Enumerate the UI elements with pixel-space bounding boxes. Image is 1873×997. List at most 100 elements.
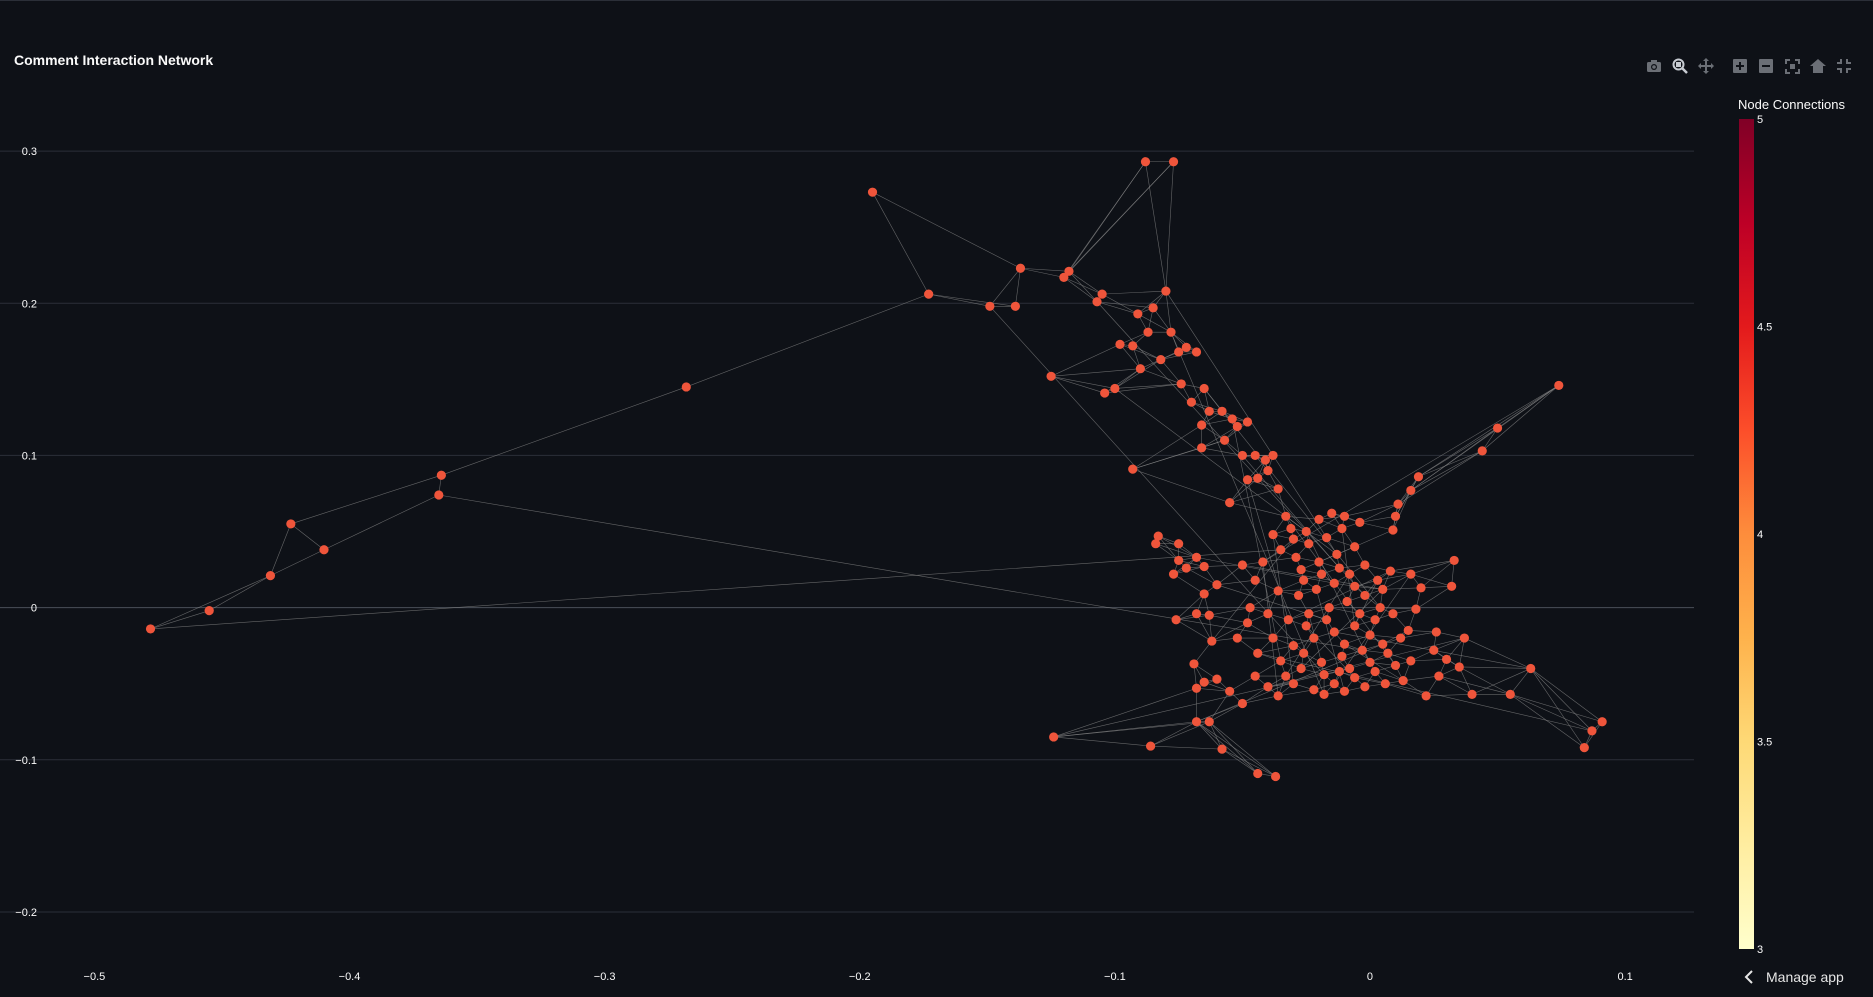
network-node[interactable] [1357, 645, 1367, 655]
network-node[interactable] [1421, 691, 1431, 701]
network-node[interactable] [1314, 557, 1324, 567]
autoscale-icon[interactable] [1782, 56, 1802, 76]
network-node[interactable] [1329, 627, 1339, 637]
network-node[interactable] [1597, 717, 1607, 727]
network-node[interactable] [204, 606, 214, 616]
network-node[interactable] [1207, 636, 1217, 646]
network-node[interactable] [1299, 648, 1309, 658]
network-node[interactable] [1505, 689, 1515, 699]
network-node[interactable] [1337, 651, 1347, 661]
network-node[interactable] [1133, 309, 1143, 319]
network-node[interactable] [1281, 671, 1291, 681]
network-node[interactable] [1232, 633, 1242, 643]
network-node[interactable] [1212, 580, 1222, 590]
network-node[interactable] [1344, 569, 1355, 579]
network-node[interactable] [1263, 466, 1273, 476]
network-node[interactable] [1181, 342, 1191, 352]
network-node[interactable] [1199, 561, 1209, 572]
network-node[interactable] [1449, 555, 1459, 566]
network-node[interactable] [1197, 443, 1207, 453]
network-node[interactable] [1204, 717, 1214, 727]
network-node[interactable] [1253, 473, 1263, 483]
network-node[interactable] [1219, 435, 1230, 445]
network-node[interactable] [1156, 354, 1166, 365]
network-node[interactable] [1186, 397, 1197, 407]
network-node[interactable] [1431, 627, 1441, 637]
network-node[interactable] [1263, 682, 1273, 692]
network-node[interactable] [1390, 511, 1401, 521]
network-node[interactable] [1253, 768, 1263, 779]
network-node[interactable] [265, 571, 276, 581]
camera-icon[interactable] [1644, 56, 1664, 76]
network-node[interactable] [1204, 610, 1214, 620]
network-node[interactable] [1273, 691, 1283, 701]
network-node[interactable] [1314, 514, 1324, 524]
network-node[interactable] [1046, 371, 1056, 381]
network-node[interactable] [1260, 455, 1270, 465]
network-node[interactable] [1242, 618, 1253, 628]
network-node[interactable] [1385, 566, 1396, 576]
network-node[interactable] [1388, 609, 1398, 619]
network-node[interactable] [1467, 689, 1477, 699]
network-node[interactable] [1225, 686, 1235, 696]
network-node[interactable] [1406, 569, 1416, 579]
network-node[interactable] [1332, 549, 1342, 559]
network-node[interactable] [1334, 666, 1344, 677]
network-node[interactable] [1212, 674, 1222, 684]
network-node[interactable] [1176, 379, 1186, 389]
network-node[interactable] [1304, 609, 1314, 619]
network-node[interactable] [1350, 673, 1360, 683]
network-node[interactable] [1390, 660, 1401, 671]
network-node[interactable] [1268, 529, 1278, 540]
zoom-icon[interactable] [1670, 56, 1690, 76]
network-node[interactable] [1273, 586, 1283, 596]
network-node[interactable] [1225, 498, 1235, 508]
network-node[interactable] [1406, 485, 1416, 496]
network-node[interactable] [1064, 266, 1074, 276]
network-node[interactable] [1217, 744, 1227, 754]
zoom-in-icon[interactable] [1730, 56, 1750, 76]
network-node[interactable] [1049, 732, 1059, 742]
network-node[interactable] [1355, 517, 1365, 527]
network-node[interactable] [1242, 475, 1253, 485]
network-node[interactable] [1281, 511, 1291, 521]
network-node[interactable] [1322, 533, 1332, 543]
network-node[interactable] [1174, 347, 1184, 357]
network-node[interactable] [1258, 557, 1268, 567]
network-node[interactable] [1191, 347, 1202, 357]
network-node[interactable] [924, 289, 934, 299]
network-node[interactable] [1191, 552, 1202, 562]
network-node[interactable] [1406, 656, 1416, 666]
network-node[interactable] [1174, 539, 1184, 549]
network-node[interactable] [1413, 472, 1424, 482]
network-node[interactable] [1204, 406, 1214, 416]
network-node[interactable] [1587, 726, 1597, 736]
network-node[interactable] [1579, 743, 1589, 753]
network-node[interactable] [1396, 633, 1406, 643]
network-node[interactable] [1383, 648, 1393, 658]
network-node[interactable] [1434, 671, 1444, 681]
network-node[interactable] [1143, 327, 1153, 337]
network-node[interactable] [1015, 263, 1026, 273]
network-node[interactable] [1181, 563, 1191, 573]
network-node[interactable] [1416, 583, 1426, 593]
network-node[interactable] [1447, 581, 1457, 591]
network-node[interactable] [1153, 531, 1163, 541]
network-node[interactable] [1276, 545, 1286, 555]
network-node[interactable] [681, 382, 691, 392]
network-node[interactable] [1140, 157, 1151, 167]
network-node[interactable] [1370, 666, 1380, 677]
network-node[interactable] [1232, 421, 1242, 432]
network-node[interactable] [1459, 633, 1469, 643]
network-node[interactable] [1217, 406, 1227, 416]
network-node[interactable] [1288, 679, 1299, 689]
network-node[interactable] [145, 624, 156, 634]
network-node[interactable] [1365, 630, 1375, 640]
network-node[interactable] [1398, 676, 1408, 686]
network-node[interactable] [1360, 560, 1370, 570]
network-node[interactable] [1268, 450, 1278, 461]
network-node[interactable] [1148, 303, 1158, 313]
network-node[interactable] [1288, 534, 1299, 544]
network-node[interactable] [1375, 603, 1385, 613]
network-node[interactable] [1339, 686, 1350, 696]
